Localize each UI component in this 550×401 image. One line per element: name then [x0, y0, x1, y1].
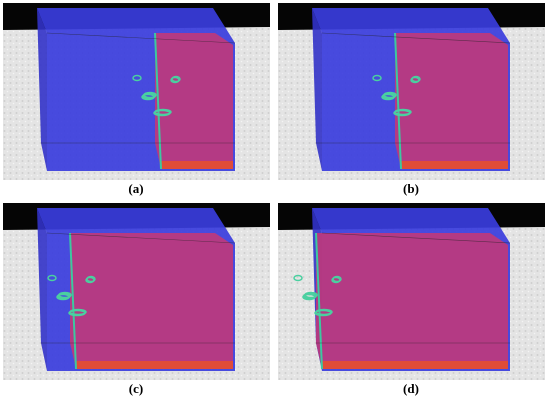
bubble	[68, 309, 86, 317]
bubble	[85, 276, 95, 284]
bubble	[293, 274, 303, 282]
bubble	[393, 109, 411, 117]
box-side	[37, 8, 47, 171]
edge	[321, 232, 511, 244]
bubble	[410, 76, 420, 84]
bottom-layer	[161, 161, 233, 169]
bubble	[170, 76, 180, 84]
edge	[321, 32, 511, 44]
bubble	[372, 74, 382, 82]
bubble	[331, 276, 341, 284]
caption: (b)	[403, 181, 419, 196]
bubble	[132, 74, 142, 82]
red-region	[316, 233, 508, 369]
bubble	[141, 93, 155, 101]
interface	[69, 232, 77, 370]
edge	[46, 32, 236, 44]
red-region	[155, 33, 233, 169]
interface	[394, 32, 402, 170]
panel	[3, 203, 270, 380]
edge	[46, 232, 236, 244]
bubble	[153, 109, 171, 117]
bubble	[302, 293, 316, 301]
bottom-layer	[401, 161, 508, 169]
bottom-layer	[322, 361, 508, 369]
caption: (a)	[128, 181, 143, 196]
red-region	[395, 33, 508, 169]
bubble	[47, 274, 57, 282]
interface	[154, 32, 162, 170]
box-side	[37, 208, 47, 371]
panel	[278, 3, 545, 180]
panel	[278, 203, 545, 380]
box-side	[312, 8, 322, 171]
panel	[3, 3, 270, 180]
red-region	[70, 233, 233, 369]
bubble	[381, 93, 395, 101]
panels	[3, 3, 545, 380]
caption: (c)	[129, 381, 143, 396]
interface	[315, 232, 323, 370]
caption: (d)	[403, 381, 419, 396]
bubble	[314, 309, 332, 317]
bottom-layer	[76, 361, 233, 369]
bubble	[56, 293, 70, 301]
